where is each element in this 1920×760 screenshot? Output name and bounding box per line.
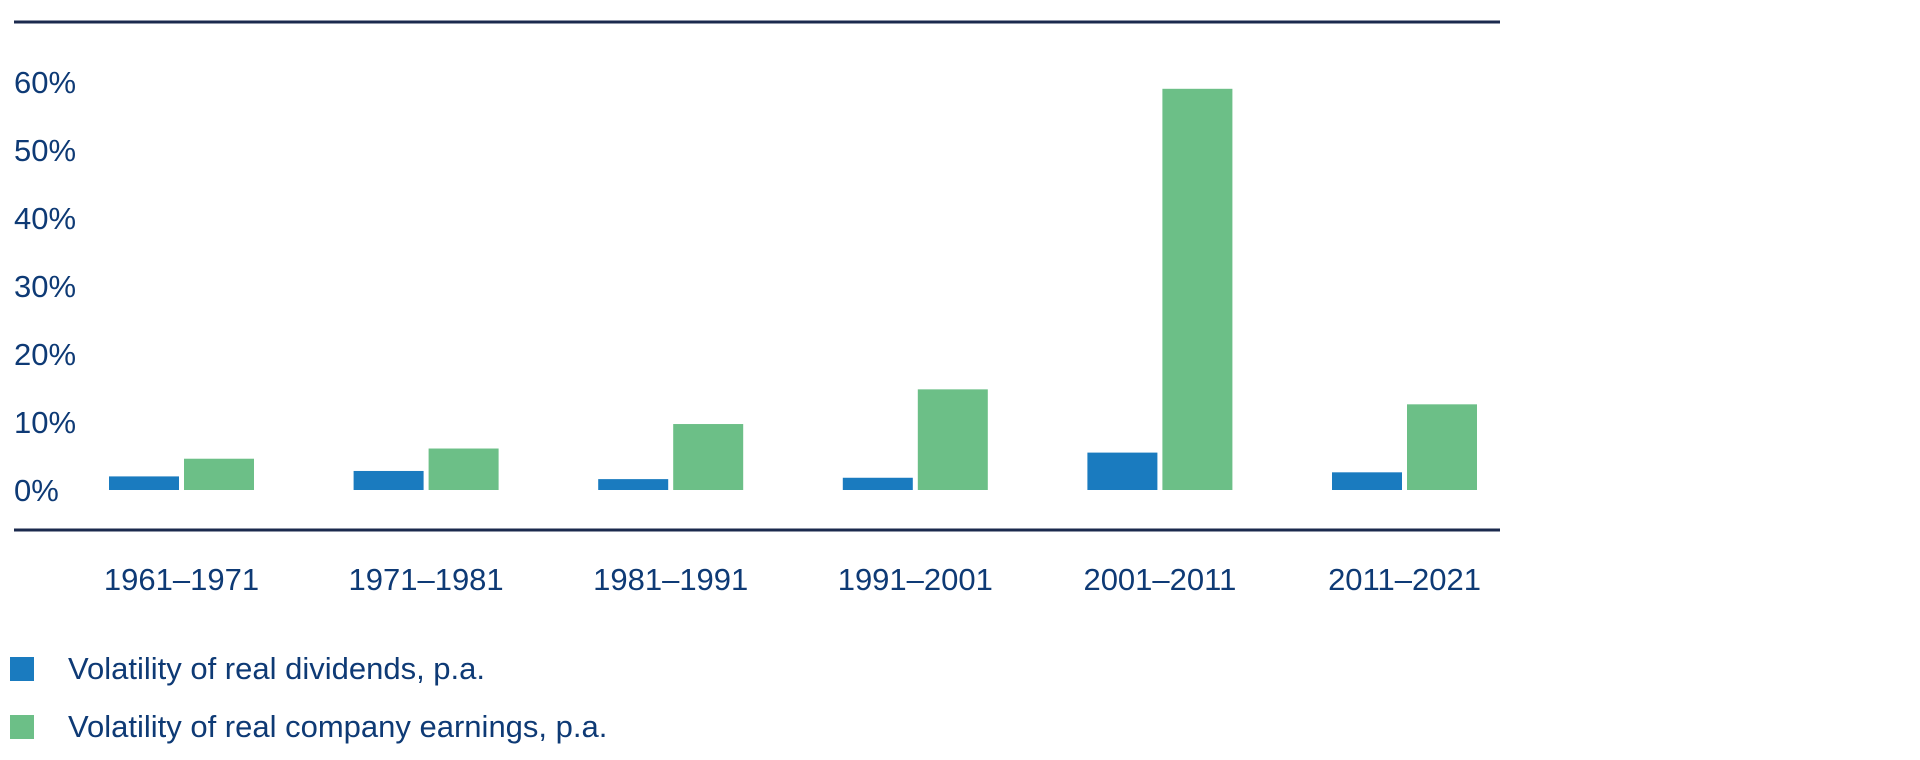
x-category-label: 2001–2011 — [1083, 562, 1236, 597]
y-axis-ticks: 60% 50% 40% 30% 20% 10% 0% — [14, 65, 76, 508]
legend-swatch-dividends — [10, 657, 34, 681]
y-tick-label: 30% — [14, 269, 76, 304]
legend-label-earnings: Volatility of real company earnings, p.a… — [68, 709, 608, 744]
bar-dividends-0 — [109, 476, 179, 490]
y-tick-label: 50% — [14, 133, 76, 168]
x-category-label: 2011–2021 — [1328, 562, 1481, 597]
legend-label-dividends: Volatility of real dividends, p.a. — [68, 651, 486, 686]
y-tick-label: 0% — [14, 473, 59, 508]
bar-earnings-4 — [1162, 88, 1233, 491]
x-axis-labels: 1961–1971 1971–1981 1981–1991 1991–2001 2001… — [104, 562, 1481, 597]
bar-earnings-3 — [917, 389, 988, 490]
legend: Volatility of real dividends, p.a. Volat… — [10, 640, 607, 756]
bar-earnings-1 — [428, 448, 499, 490]
y-tick-label: 10% — [14, 405, 76, 440]
legend-item-earnings: Volatility of real company earnings, p.a… — [10, 698, 607, 756]
bar-dividends-4 — [1087, 452, 1158, 490]
y-tick-label: 20% — [14, 337, 76, 372]
bars — [109, 88, 1477, 491]
bar-dividends-5 — [1332, 472, 1402, 490]
y-tick-label: 40% — [14, 201, 76, 236]
bar-dividends-1 — [353, 470, 424, 490]
x-category-label: 1961–1971 — [104, 562, 259, 597]
bar-earnings-5 — [1407, 404, 1477, 490]
x-category-label: 1991–2001 — [838, 562, 993, 597]
legend-item-dividends: Volatility of real dividends, p.a. — [10, 640, 607, 698]
bar-dividends-3 — [842, 477, 913, 490]
bar-chart: 60%50%40%30%20%10%0% 1961–1971 1971–1981 1… — [14, 20, 1500, 597]
x-category-label: 1971–1981 — [349, 562, 504, 597]
bar-earnings-2 — [673, 424, 744, 490]
legend-swatch-earnings — [10, 715, 34, 739]
bar-earnings-0 — [184, 458, 254, 490]
x-category-label: 1981–1991 — [593, 562, 748, 597]
bar-dividends-2 — [598, 479, 669, 490]
y-tick-label: 60% — [14, 65, 76, 100]
